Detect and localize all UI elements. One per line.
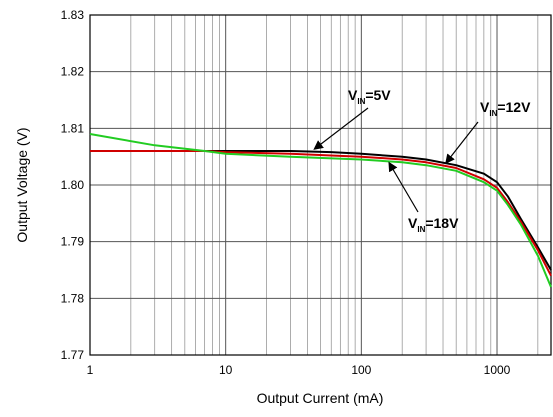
y-tick-label: 1.77 [61, 348, 85, 362]
y-tick-label: 1.78 [61, 291, 85, 305]
series-annotation: VIN=12V [480, 99, 531, 118]
annotation-arrow [388, 161, 419, 213]
series-line [90, 150, 552, 277]
x-tick-label: 1 [87, 363, 94, 377]
y-tick-label: 1.81 [61, 121, 85, 135]
series-line [89, 133, 552, 288]
y-tick-label: 1.83 [61, 8, 85, 22]
series-annotation: VIN=18V [408, 215, 459, 234]
x-axis-title: Output Current (mA) [257, 390, 384, 406]
tick-labels: 1.77 1.78 1.79 1.80 1.81 1.82 1.83 1 10 100 1000 [61, 8, 511, 377]
x-tick-label: 1000 [484, 363, 511, 377]
y-axis-title: Output Voltage (V) [14, 127, 30, 242]
series-lines [89, 133, 552, 288]
grid [90, 15, 551, 355]
annotation-arrow [313, 107, 369, 150]
x-tick-label: 10 [219, 363, 233, 377]
y-tick-label: 1.82 [61, 65, 85, 79]
series-line [90, 150, 552, 271]
y-tick-label: 1.79 [61, 235, 85, 249]
x-tick-label: 100 [351, 363, 371, 377]
series-annotation: VIN=5V [348, 87, 391, 106]
y-tick-label: 1.80 [61, 178, 85, 192]
plot-frame [89, 14, 552, 356]
annotation-arrow [445, 121, 479, 164]
annotations: VIN=5V VIN=12V VIN=18V [313, 87, 531, 234]
